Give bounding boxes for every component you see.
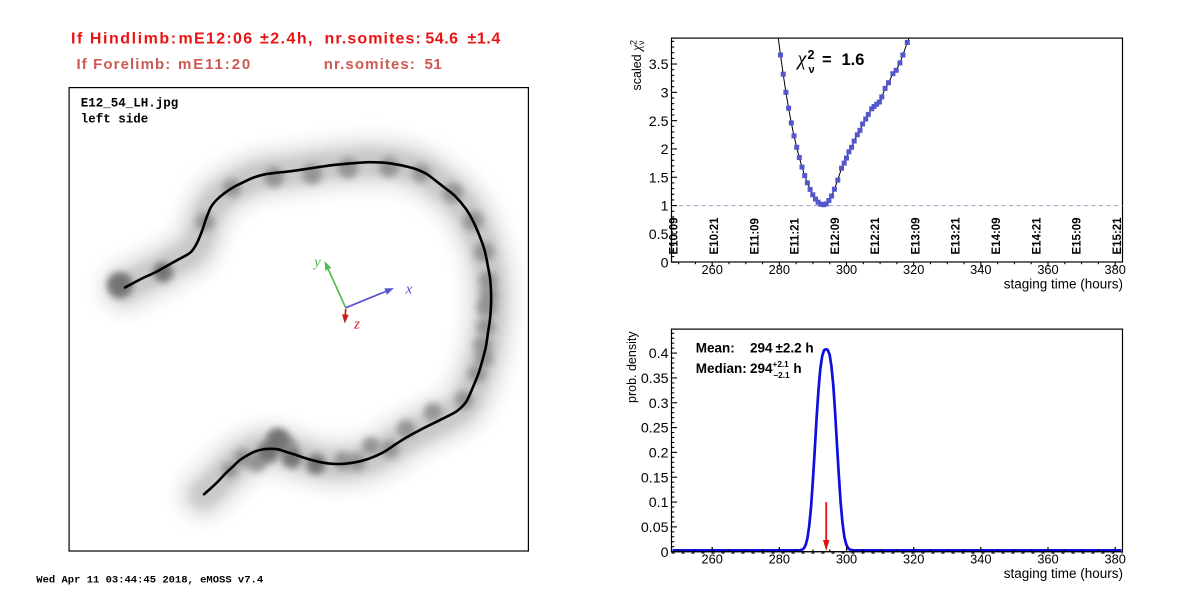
svg-text:300: 300 xyxy=(836,552,857,567)
svg-text:E14:09: E14:09 xyxy=(991,217,1003,254)
svg-text:nr.somites:: nr.somites: xyxy=(324,56,416,73)
svg-text:If Hindlimb:: If Hindlimb: xyxy=(71,31,178,48)
svg-text:E14:21: E14:21 xyxy=(1031,217,1043,255)
svg-text:±2.4h,: ±2.4h, xyxy=(260,31,314,48)
svg-text:1: 1 xyxy=(661,199,669,215)
svg-text:E10:21: E10:21 xyxy=(709,217,721,255)
svg-text:260: 260 xyxy=(702,262,723,277)
svg-text:left side: left side xyxy=(81,113,149,127)
svg-text:1.6: 1.6 xyxy=(842,51,865,69)
svg-text:2: 2 xyxy=(661,142,669,158)
svg-text:mE12:06: mE12:06 xyxy=(179,31,254,48)
svg-text:54.6: 54.6 xyxy=(425,31,458,48)
svg-text:260: 260 xyxy=(702,552,723,567)
svg-text:0: 0 xyxy=(661,255,669,271)
svg-text:nr.somites:: nr.somites: xyxy=(325,31,422,48)
svg-text:y: y xyxy=(312,255,321,271)
svg-text:0.15: 0.15 xyxy=(641,470,669,486)
svg-text:0.4: 0.4 xyxy=(649,346,669,362)
svg-text:E12_54_LH.jpg: E12_54_LH.jpg xyxy=(81,97,179,111)
svg-text:2.5: 2.5 xyxy=(649,114,669,130)
svg-text:51: 51 xyxy=(425,56,443,73)
svg-text:0.5: 0.5 xyxy=(649,227,669,243)
svg-text:x: x xyxy=(405,282,413,298)
svg-text:294: 294 xyxy=(750,341,773,356)
svg-text:E12:21: E12:21 xyxy=(870,217,882,255)
svg-text:3.5: 3.5 xyxy=(649,57,669,73)
svg-text:staging time (hours): staging time (hours) xyxy=(1004,277,1123,292)
svg-text:320: 320 xyxy=(903,262,924,277)
svg-text:320: 320 xyxy=(903,552,924,567)
svg-text:E15:21: E15:21 xyxy=(1112,217,1124,255)
svg-text:E11:09: E11:09 xyxy=(749,218,761,254)
svg-text:E10:09: E10:09 xyxy=(669,217,681,254)
svg-text:χ: χ xyxy=(796,48,808,70)
svg-text:300: 300 xyxy=(836,262,857,277)
svg-text:prob. density: prob. density xyxy=(625,331,639,403)
svg-text:Mean:: Mean: xyxy=(696,341,735,356)
svg-text:280: 280 xyxy=(769,262,790,277)
svg-text:0.2: 0.2 xyxy=(649,446,669,462)
svg-text:360: 360 xyxy=(1037,552,1058,567)
svg-text:340: 340 xyxy=(970,552,991,567)
svg-text:0.3: 0.3 xyxy=(649,396,669,412)
svg-text:E15:09: E15:09 xyxy=(1072,217,1084,254)
svg-text:0: 0 xyxy=(661,545,669,561)
svg-text:0.05: 0.05 xyxy=(641,520,669,536)
svg-text:0.35: 0.35 xyxy=(641,371,669,387)
svg-text:380: 380 xyxy=(1104,262,1125,277)
svg-text:0.1: 0.1 xyxy=(649,495,669,511)
svg-text:scaled χ2ν: scaled χ2ν xyxy=(629,40,647,91)
svg-text:280: 280 xyxy=(769,552,790,567)
svg-text:ν: ν xyxy=(809,64,815,76)
svg-text:If Forelimb:: If Forelimb: xyxy=(77,56,172,73)
svg-text:Median:: Median: xyxy=(696,361,747,376)
svg-text:±1.4: ±1.4 xyxy=(468,31,501,48)
svg-text:E13:09: E13:09 xyxy=(910,217,922,254)
svg-text:1.5: 1.5 xyxy=(649,170,669,186)
svg-text:z: z xyxy=(353,317,360,333)
svg-text:mE11:20: mE11:20 xyxy=(178,56,252,73)
svg-text:E11:21: E11:21 xyxy=(790,217,802,254)
svg-text:staging time (hours): staging time (hours) xyxy=(1004,566,1123,581)
svg-text:340: 340 xyxy=(970,262,991,277)
svg-text:±2.2 h: ±2.2 h xyxy=(776,341,814,356)
svg-text:294+2.1−2.1 h: 294+2.1 −2.1 h xyxy=(750,360,802,380)
svg-text:3: 3 xyxy=(661,85,669,101)
svg-text:Wed Apr 11 03:44:45 2018, eMOS: Wed Apr 11 03:44:45 2018, eMOSS v7.4 xyxy=(36,575,263,587)
svg-text:2: 2 xyxy=(808,48,815,62)
svg-text:360: 360 xyxy=(1037,262,1058,277)
svg-text:E13:21: E13:21 xyxy=(951,217,963,255)
svg-text:380: 380 xyxy=(1104,552,1125,567)
svg-text:=: = xyxy=(822,51,832,69)
svg-text:0.25: 0.25 xyxy=(641,421,669,437)
svg-text:E12:09: E12:09 xyxy=(830,217,842,254)
